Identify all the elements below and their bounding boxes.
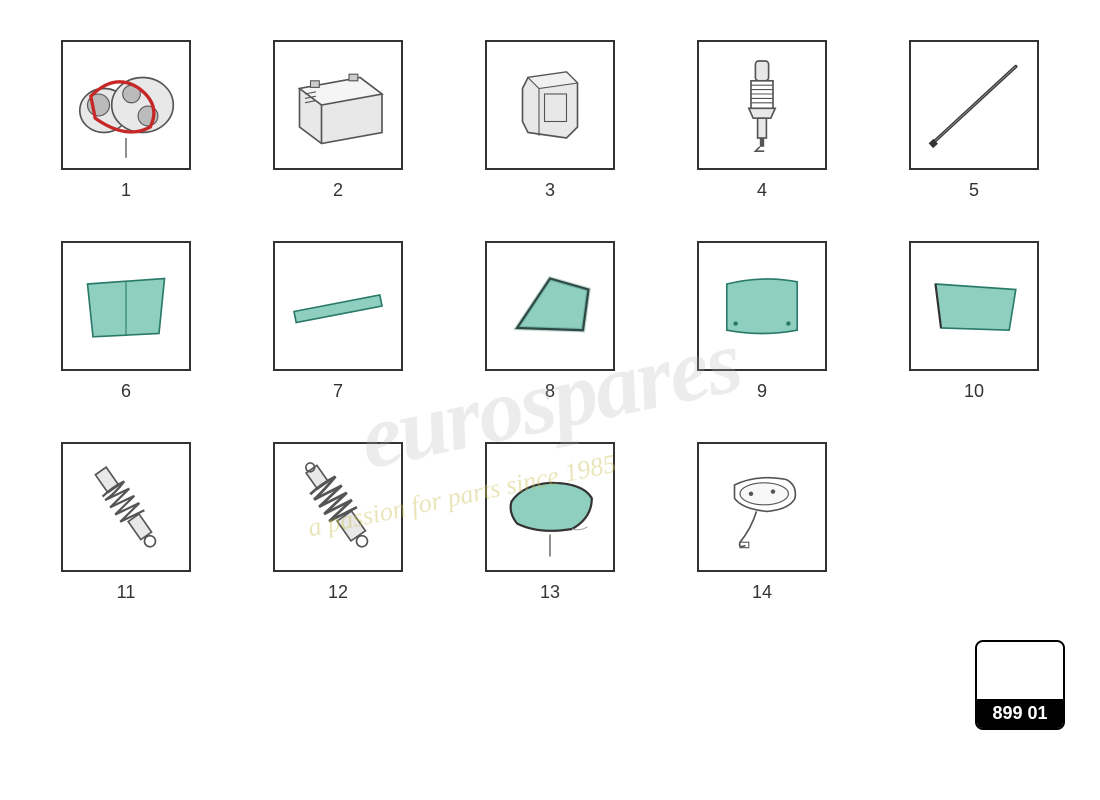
- part-item-5: 5: [898, 40, 1050, 201]
- part-box-7: [273, 241, 403, 371]
- part-item-3: 3: [474, 40, 626, 201]
- part-box-2: [273, 40, 403, 170]
- part-box-6: [61, 241, 191, 371]
- part-label: 9: [757, 381, 767, 402]
- part-box-13: [485, 442, 615, 572]
- part-item-1: 1: [50, 40, 202, 201]
- parts-grid: 1 2 3 4: [50, 40, 1050, 603]
- part-box-14: [697, 442, 827, 572]
- parts-diagram-container: 1 2 3 4: [0, 0, 1100, 800]
- part-label: 1: [121, 180, 131, 201]
- part-item-10: 10: [898, 241, 1050, 402]
- part-item-9: 9: [686, 241, 838, 402]
- part-box-11: [61, 442, 191, 572]
- part-label: 5: [969, 180, 979, 201]
- part-item-4: 4: [686, 40, 838, 201]
- part-label: 11: [117, 582, 136, 603]
- part-box-5: [909, 40, 1039, 170]
- part-box-4: [697, 40, 827, 170]
- part-box-1: [61, 40, 191, 170]
- part-item-13: 13: [474, 442, 626, 603]
- part-item-6: 6: [50, 241, 202, 402]
- part-label: 3: [545, 180, 555, 201]
- part-item-7: 7: [262, 241, 414, 402]
- part-label: 12: [328, 582, 348, 603]
- part-label: 8: [545, 381, 555, 402]
- part-item-14: 14: [686, 442, 838, 603]
- part-item-12: 12: [262, 442, 414, 603]
- part-box-9: [697, 241, 827, 371]
- part-label: 6: [121, 381, 131, 402]
- part-box-3: [485, 40, 615, 170]
- part-label: 4: [757, 180, 767, 201]
- part-box-10: [909, 241, 1039, 371]
- part-label: 10: [964, 381, 984, 402]
- part-box-8: [485, 241, 615, 371]
- part-item-11: 11: [50, 442, 202, 603]
- part-label: 14: [752, 582, 772, 603]
- part-item-2: 2: [262, 40, 414, 201]
- part-label: 2: [333, 180, 343, 201]
- part-box-12: [273, 442, 403, 572]
- part-label: 7: [333, 381, 343, 402]
- part-item-8: 8: [474, 241, 626, 402]
- section-badge: 899 01: [975, 640, 1065, 730]
- part-label: 13: [540, 582, 560, 603]
- badge-code: 899 01: [977, 699, 1063, 728]
